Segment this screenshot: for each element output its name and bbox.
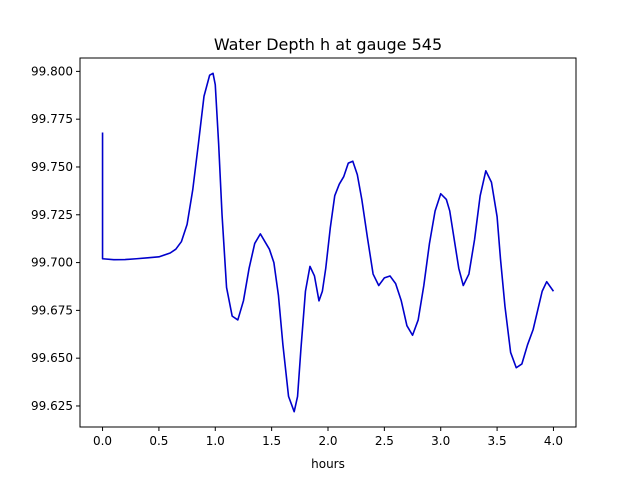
plot-area (101, 72, 555, 413)
x-tick-label: 2.5 (375, 434, 394, 448)
x-tick-label: 1.5 (262, 434, 281, 448)
x-tick-label: 4.0 (544, 434, 563, 448)
x-tick-label: 3.0 (431, 434, 450, 448)
x-tick-label: 2.0 (318, 434, 337, 448)
y-tick-label: 99.625 (31, 399, 73, 413)
x-tick-label: 3.5 (488, 434, 507, 448)
x-tick-label: 0.5 (149, 434, 168, 448)
y-tick-label: 99.700 (31, 256, 73, 270)
x-tick-label: 1.0 (206, 434, 225, 448)
chart-title: Water Depth h at gauge 545 (214, 35, 442, 54)
y-tick-label: 99.750 (31, 160, 73, 174)
axes: 0.0 0.5 1.0 1.5 2.0 2.5 3.0 3.5 4.0 99.625 99.650 9… (31, 57, 577, 448)
x-axis-label: hours (311, 457, 345, 471)
x-tick-label: 0.0 (93, 434, 112, 448)
y-tick-label: 99.725 (31, 208, 73, 222)
y-tick-label: 99.800 (31, 64, 73, 78)
series-line-0 (101, 72, 555, 413)
y-tick-label: 99.675 (31, 303, 73, 317)
y-tick-label: 99.775 (31, 112, 73, 126)
y-tick-label: 99.650 (31, 351, 73, 365)
